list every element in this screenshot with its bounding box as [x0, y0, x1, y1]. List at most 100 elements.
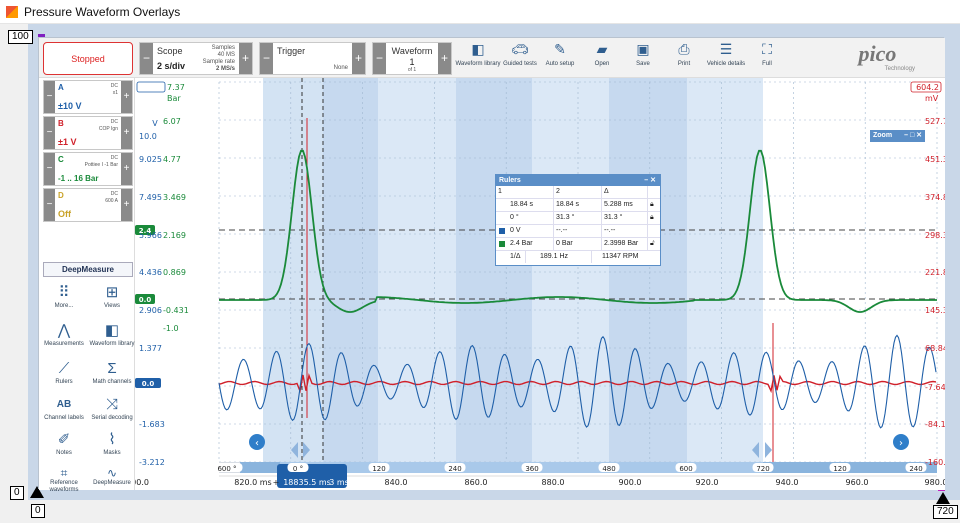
notes-button[interactable]: ✐ Notes	[41, 430, 87, 466]
channel-a[interactable]: − A DC x1 ±10 V +	[43, 80, 133, 114]
rulers-a-1[interactable]: 0 V	[496, 225, 554, 237]
channel-d-decrease-button[interactable]: −	[44, 189, 55, 221]
stop-button[interactable]: Stopped	[43, 42, 133, 75]
channel-c-decrease-button[interactable]: −	[44, 153, 55, 185]
car-icon: 🚗︎	[511, 41, 529, 57]
rulers-button[interactable]: ⟋ Rulers	[41, 359, 87, 395]
waveform-library-label: Waveform library	[455, 61, 501, 67]
channel-a-range[interactable]: ±10 V	[58, 101, 82, 111]
rulers-time-1[interactable]: 18.84 s	[496, 199, 554, 211]
handle-left-icon[interactable]	[291, 442, 298, 458]
channel-d-range[interactable]: Off	[58, 209, 71, 219]
sidebar-waveform-library-button[interactable]: ◧ Waveform library	[89, 321, 135, 357]
channel-a-decrease-button[interactable]: −	[44, 81, 55, 113]
trigger-increase-button[interactable]: +	[352, 43, 365, 74]
lock-icon[interactable]: 🔒︎	[650, 201, 654, 208]
rulers-panel[interactable]: Rulers – ✕ 1 2 Δ 18.84 s 18.84 s 5.288 m…	[495, 174, 661, 266]
deepmeasure-button[interactable]: DeepMeasure	[43, 262, 133, 277]
serial-decoding-button[interactable]: ⤨ Serial decoding	[89, 395, 135, 431]
blue-offset-pill[interactable]	[135, 378, 161, 388]
save-button[interactable]: ▣ Save	[620, 41, 666, 75]
reference-waveforms-button[interactable]: ⌗ Reference waveforms	[41, 466, 87, 493]
channel-c-increase-button[interactable]: +	[121, 153, 132, 185]
angle-tick-pill	[368, 463, 390, 472]
channel-labels-button[interactable]: AB Channel labels	[41, 395, 87, 431]
axis-a-pill[interactable]	[136, 81, 166, 93]
time-tick: 920.0	[696, 478, 719, 487]
channel-c[interactable]: − C DC Pottiee I -1 Bar -1 .. 16 Bar +	[43, 152, 133, 186]
waveform-index[interactable]: 1	[409, 57, 415, 67]
channel-c-range[interactable]: -1 .. 16 Bar	[58, 174, 99, 183]
rulers-c-2[interactable]: 0 Bar	[554, 238, 602, 250]
scroll-right-button[interactable]	[893, 434, 909, 450]
scope-view[interactable]: ‹ › V 10.0 9.025 7.495 5.966 4.436 2.906 1.377-…	[135, 78, 945, 490]
waveform-next-button[interactable]: +	[438, 43, 451, 74]
handle-right-icon[interactable]	[765, 442, 772, 458]
sidebar-deepmeasure-button[interactable]: ∿ DeepMeasure	[89, 466, 135, 490]
timebase-value[interactable]: 2 s/div	[157, 61, 186, 71]
timebase-decrease-button[interactable]: −	[140, 43, 153, 74]
window-title: Pressure Waveform Overlays	[24, 5, 181, 19]
channel-b-decrease-button[interactable]: −	[44, 117, 55, 149]
handle-left-icon[interactable]	[303, 442, 310, 458]
axis-b-pill[interactable]	[910, 81, 942, 93]
channel-d-increase-button[interactable]: +	[121, 189, 132, 221]
time-tick: 820.0 ms	[234, 478, 271, 487]
more-button[interactable]: ⠿ More...	[41, 283, 87, 319]
masks-button[interactable]: ⌇ Masks	[89, 430, 135, 466]
print-button[interactable]: ⎙ Print	[661, 41, 707, 75]
axis-c-tick: 2.169	[163, 231, 186, 240]
channel-a-increase-button[interactable]: +	[121, 81, 132, 113]
zoom-panel[interactable]: Zoom – □ ✕	[870, 130, 925, 142]
channel-b-coupling: DC	[110, 119, 118, 125]
scope-group: − Scope 2 s/div Samples 40 MS Sample rat…	[139, 42, 253, 75]
open-button[interactable]: ▰ Open	[579, 41, 625, 75]
waveform-library-button[interactable]: ◧ Waveform library	[455, 41, 501, 75]
green-lower-pill[interactable]	[135, 294, 155, 304]
rulers-angle-1[interactable]: 0 °	[496, 212, 554, 224]
trigger-decrease-button[interactable]: −	[260, 43, 273, 74]
rulers-label: Rulers	[55, 379, 73, 385]
overlay-band	[263, 78, 323, 462]
rulers-close-icon[interactable]: – ✕	[644, 177, 656, 184]
waveform-previous-button[interactable]: −	[373, 43, 386, 74]
toolbar: Stopped − Scope 2 s/div Samples 40 MS Sa…	[39, 38, 945, 78]
vehicle-details-button[interactable]: ☰ Vehicle details	[703, 41, 749, 75]
guided-tests-button[interactable]: 🚗︎ Guided tests	[497, 41, 543, 75]
channel-b-increase-button[interactable]: +	[121, 117, 132, 149]
scope-graph[interactable]: ‹ › V10.09.0257.4955.9664.4362.9061.377-…	[135, 78, 945, 490]
axis-b-tick: -7.648	[925, 383, 945, 392]
rulers-col-delta: Δ	[602, 186, 648, 198]
auto-setup-button[interactable]: ✎ Auto setup	[537, 41, 583, 75]
rulers-head-row: 1 2 Δ	[496, 186, 660, 199]
rulers-time-2[interactable]: 18.84 s	[554, 199, 602, 211]
axis-c-unit: Bar	[167, 94, 181, 103]
axis-b-tick: 221.8	[925, 268, 945, 277]
zoom-close-icon[interactable]: – □ ✕	[904, 132, 922, 139]
math-channels-button[interactable]: Σ Math channels	[89, 359, 135, 395]
full-button[interactable]: ⛶ Full	[744, 41, 790, 75]
time-tick: 900.0	[619, 478, 642, 487]
green-upper-pill[interactable]	[135, 225, 155, 235]
timebase-increase-button[interactable]: +	[239, 43, 252, 74]
channel-b-range[interactable]: ±1 V	[58, 137, 77, 147]
time-tick: 980.0	[925, 478, 945, 487]
rate-label: Sample rate	[202, 59, 235, 65]
rulers-header[interactable]: Rulers – ✕	[496, 175, 660, 186]
time-readout: 18835.5 ms	[283, 478, 331, 487]
samples-value[interactable]: 40 MS	[217, 52, 235, 58]
rulers-a-2[interactable]: --.--	[554, 225, 602, 237]
scroll-left-button[interactable]	[249, 434, 265, 450]
channel-d[interactable]: − D DC 600 A Off +	[43, 188, 133, 222]
lock-icon[interactable]: 🔒︎	[650, 214, 654, 221]
rulers-c-1[interactable]: 2.4 Bar	[496, 238, 554, 250]
measurements-button[interactable]: ⋀ Measurements	[41, 321, 87, 357]
unlock-icon[interactable]: 🔓︎	[650, 240, 655, 247]
trigger-mode[interactable]: None	[333, 65, 348, 71]
handle-right-icon[interactable]	[752, 442, 759, 458]
channel-b[interactable]: − B DC COP Ign ±1 V +	[43, 116, 133, 150]
angle-tick: 240	[909, 465, 922, 473]
views-button[interactable]: ⊞ Views	[89, 283, 135, 319]
deepmeasure-icon: ∿	[106, 466, 118, 480]
rulers-angle-2[interactable]: 31.3 °	[554, 212, 602, 224]
